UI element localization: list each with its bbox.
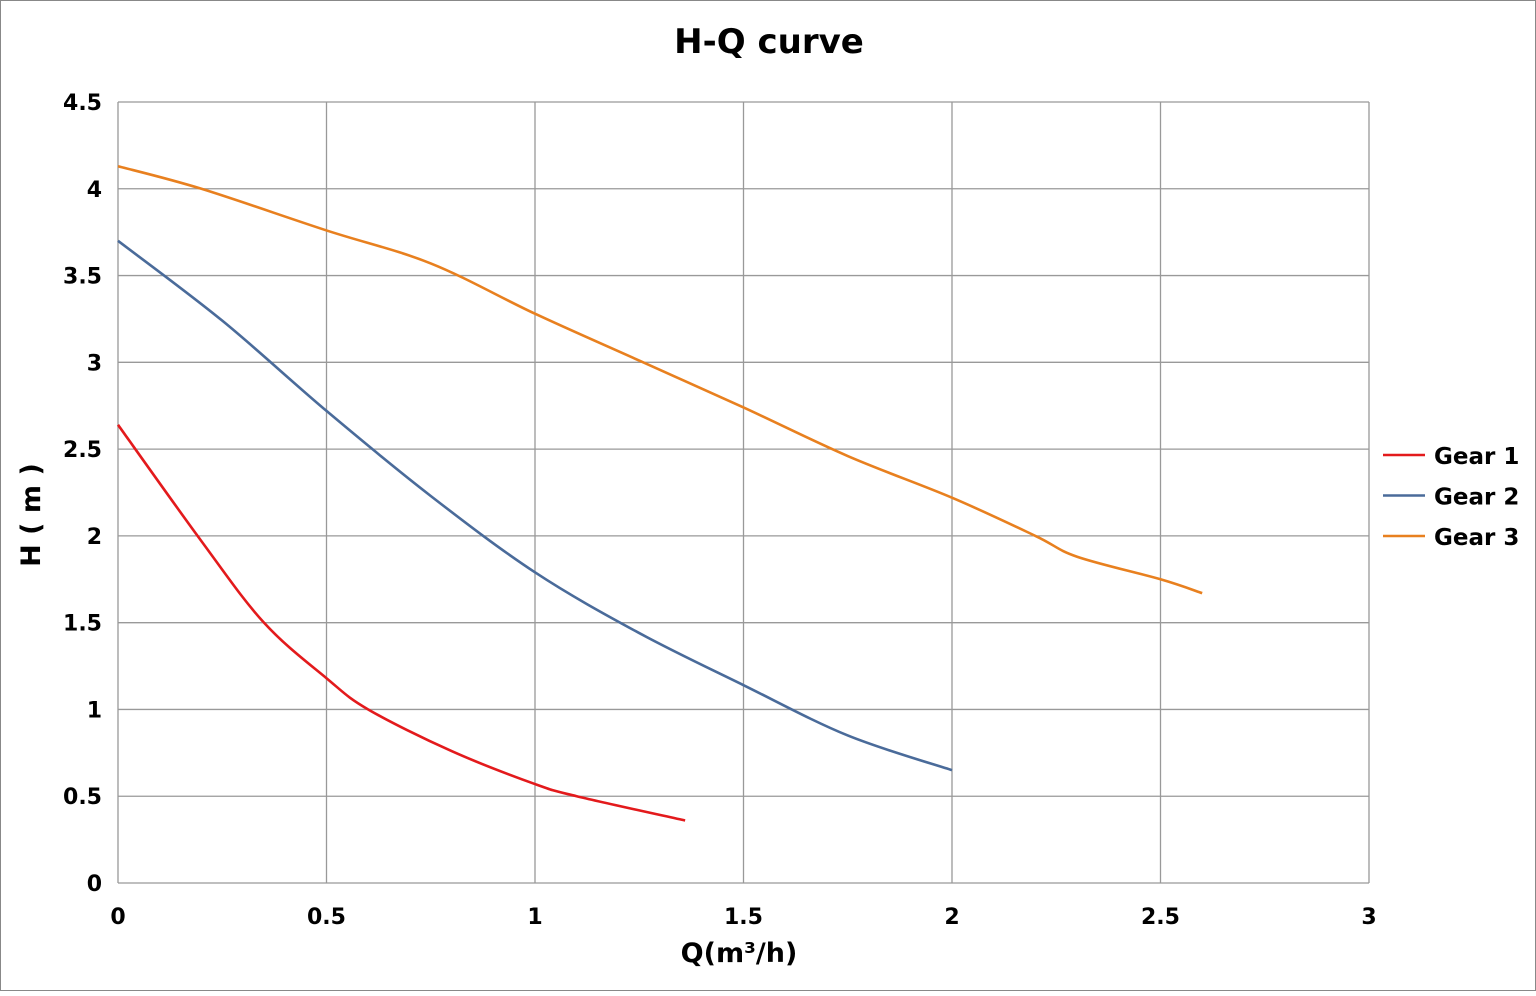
y-tick-label: 2.5 xyxy=(63,438,102,463)
legend-label-gear-2: Gear 2 xyxy=(1434,485,1519,511)
x-tick-label: 0 xyxy=(110,905,125,930)
x-tick-label: 2.5 xyxy=(1141,905,1180,930)
series-line-gear-2 xyxy=(117,239,953,772)
y-tick-label: 0 xyxy=(87,872,102,897)
x-axis-label: Q(m³/h) xyxy=(681,938,798,969)
y-tick-label: 1.5 xyxy=(63,612,102,637)
y-tick-label: 1 xyxy=(87,698,102,723)
y-tick-label: 3.5 xyxy=(63,265,102,290)
chart-title: H-Q curve xyxy=(674,22,864,62)
gridlines xyxy=(117,101,1370,884)
x-tick-label: 0.5 xyxy=(307,905,346,930)
tick-labels: 0 0.5 1 1.5 2 2.5 3 0 0.5 1 1.5 2 2.5 3 3.5 4 4.5 xyxy=(63,91,1377,930)
series-lines xyxy=(116,164,1203,822)
x-tick-label: 2 xyxy=(944,905,959,930)
x-tick-label: 3 xyxy=(1361,905,1376,930)
legend-label-gear-3: Gear 3 xyxy=(1434,525,1519,551)
y-tick-label: 0.5 xyxy=(63,785,102,810)
legend: Gear 1 Gear 2 Gear 3 xyxy=(1383,444,1519,551)
y-tick-label: 3 xyxy=(87,351,102,376)
x-tick-label: 1 xyxy=(527,905,542,930)
y-axis-label: H ( m ) xyxy=(16,463,47,567)
y-tick-label: 4.5 xyxy=(63,91,102,116)
y-tick-label: 4 xyxy=(87,178,102,203)
series-line-gear-3 xyxy=(117,164,1203,595)
x-tick-label: 1.5 xyxy=(724,905,763,930)
y-tick-label: 2 xyxy=(87,525,102,550)
series-line-gear-1 xyxy=(116,424,686,822)
legend-label-gear-1: Gear 1 xyxy=(1434,444,1519,470)
